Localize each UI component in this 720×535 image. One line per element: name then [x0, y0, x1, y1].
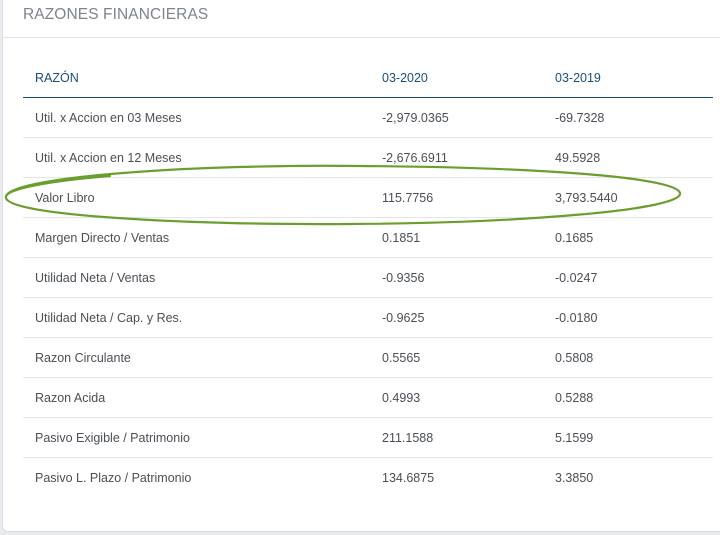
- card-header: RAZONES FINANCIERAS: [3, 0, 720, 38]
- row-value-period-2: -0.0180: [555, 310, 598, 325]
- row-value-period-1: 211.1588: [382, 430, 434, 445]
- card-title: RAZONES FINANCIERAS: [23, 6, 209, 23]
- row-value-period-1: -0.9356: [382, 270, 425, 285]
- table-row-highlighted: Valor Libro 115.7756 3,793.5440: [23, 178, 713, 218]
- row-value-period-2: -0.0247: [555, 270, 598, 285]
- row-label: Utilidad Neta / Cap. y Res.: [35, 310, 183, 325]
- table-row: Util. x Accion en 12 Meses -2,676.6911 4…: [23, 138, 713, 178]
- column-header-period-1: 03-2020: [382, 70, 428, 85]
- row-value-period-1: -0.9625: [382, 310, 425, 325]
- row-label: Margen Directo / Ventas: [35, 230, 170, 245]
- row-value-period-1: -2,979.0365: [382, 110, 449, 125]
- row-value-period-2: 49.5928: [555, 150, 601, 165]
- row-label: Pasivo Exigible / Patrimonio: [35, 430, 190, 445]
- row-label: Utilidad Neta / Ventas: [35, 270, 156, 285]
- table-row: Pasivo Exigible / Patrimonio 211.1588 5.…: [23, 418, 713, 458]
- row-label: Util. x Accion en 12 Meses: [35, 150, 182, 165]
- table-row: Razon Acida 0.4993 0.5288: [23, 378, 713, 418]
- table-row: Utilidad Neta / Cap. y Res. -0.9625 -0.0…: [23, 298, 713, 338]
- row-value-period-1: 115.7756: [382, 190, 434, 205]
- column-header-period-2: 03-2019: [555, 70, 601, 85]
- row-value-period-1: 134.6875: [382, 471, 435, 485]
- ratios-table: RAZÓN 03-2020 03-2019 Util. x Accion en …: [23, 58, 713, 498]
- table-row: Margen Directo / Ventas 0.1851 0.1685: [23, 218, 713, 258]
- row-label: Razon Circulante: [35, 350, 131, 365]
- row-label: Pasivo L. Plazo / Patrimonio: [35, 471, 192, 485]
- table-row: Pasivo L. Plazo / Patrimonio 134.6875 3.…: [23, 458, 713, 498]
- row-label: Valor Libro: [35, 190, 95, 205]
- row-value-period-2: 0.5808: [555, 350, 594, 365]
- row-value-period-2: 5.1599: [555, 430, 594, 445]
- row-value-period-2: 3.3850: [555, 471, 594, 485]
- row-value-period-2: -69.7328: [555, 110, 605, 125]
- row-value-period-2: 0.5288: [555, 390, 594, 405]
- table-row: Utilidad Neta / Ventas -0.9356 -0.0247: [23, 258, 713, 298]
- table-row: Util. x Accion en 03 Meses -2,979.0365 -…: [23, 98, 713, 138]
- row-value-period-1: -2,676.6911: [382, 150, 448, 165]
- row-value-period-1: 0.1851: [382, 230, 421, 245]
- table-row: Razon Circulante 0.5565 0.5808: [23, 338, 713, 378]
- row-value-period-2: 0.1685: [555, 230, 594, 245]
- row-label: Util. x Accion en 03 Meses: [35, 110, 182, 125]
- row-value-period-1: 0.5565: [382, 350, 421, 365]
- row-label: Razon Acida: [35, 390, 106, 405]
- row-value-period-2: 3,793.5440: [555, 190, 618, 205]
- row-value-period-1: 0.4993: [382, 390, 421, 405]
- column-header-name: RAZÓN: [35, 70, 79, 85]
- table-header-row: RAZÓN 03-2020 03-2019: [23, 58, 713, 98]
